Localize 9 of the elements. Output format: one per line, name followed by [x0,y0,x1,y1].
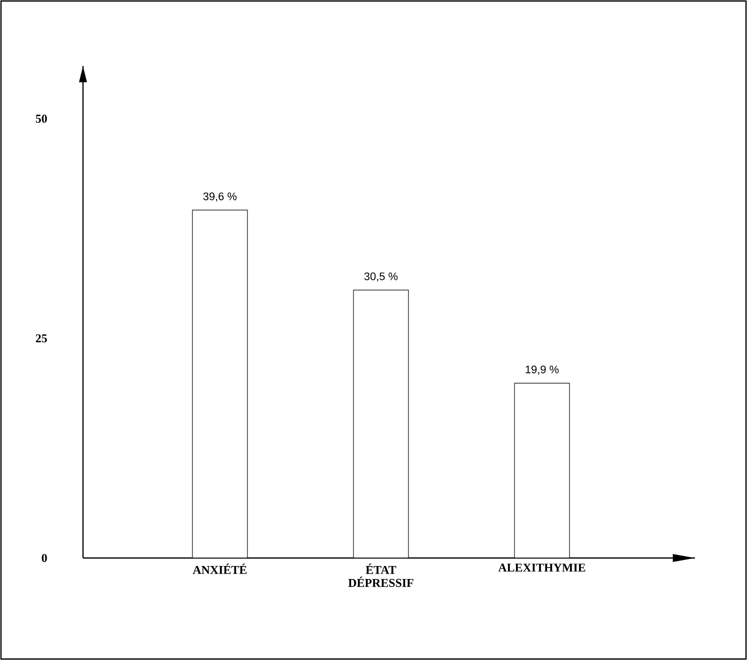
x-tick-label: ÉTAT DÉPRESSIF [348,564,414,587]
data-label: 30,5 % [364,272,398,282]
data-label: 19,9 % [526,366,559,375]
y-tick-label: 0 [42,554,47,562]
x-tick-label: ALEXITHYMIE [498,564,586,572]
y-tick-label: 25 [36,334,47,342]
y-tick-label: 50 [36,114,47,123]
data-label: 39,6 % [203,192,237,202]
x-tick-label: ANXIÉTÉ [192,564,247,574]
